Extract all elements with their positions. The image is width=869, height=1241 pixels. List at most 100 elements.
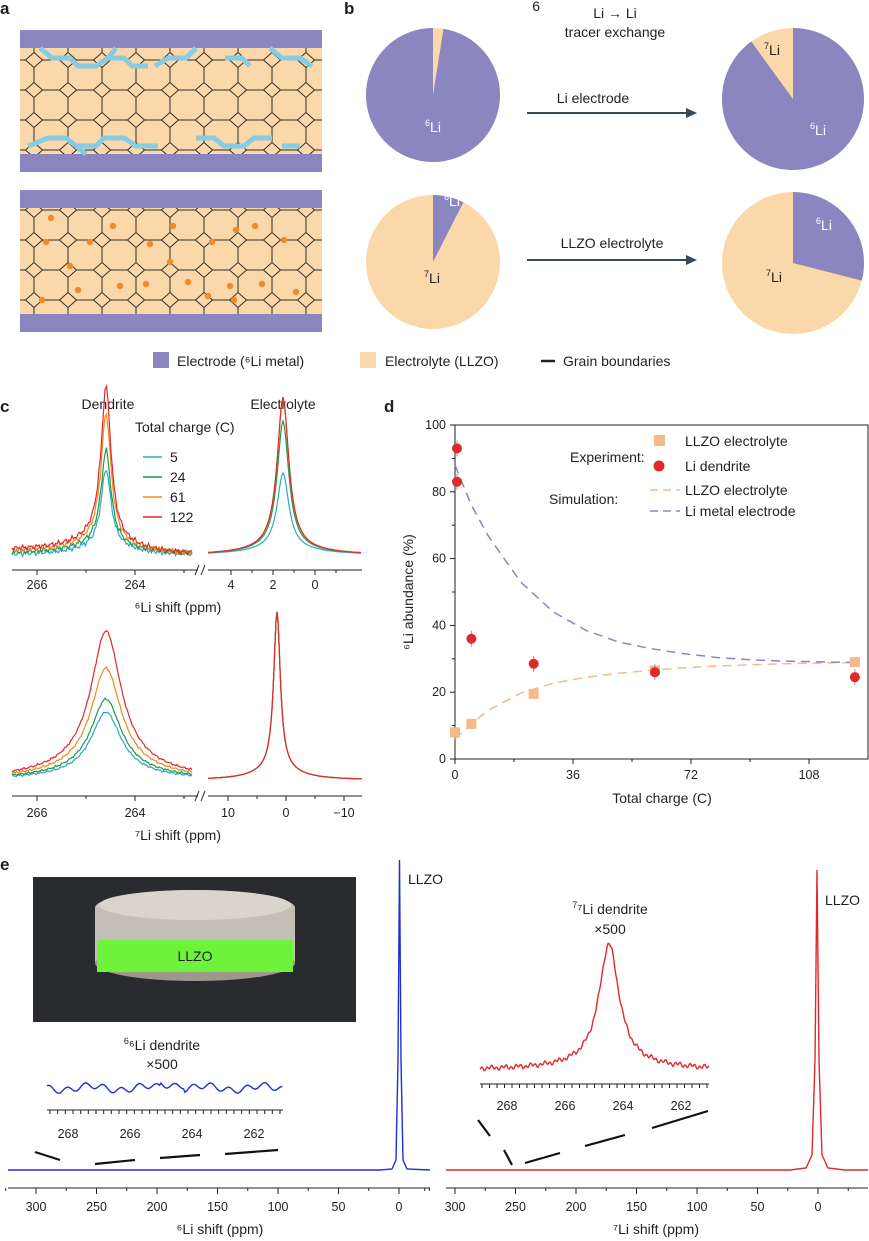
legend-electrode: Electrode (⁶Li metal) [177,353,304,369]
pie-electrode-before: 6Li [366,28,501,162]
arrow-top: Li electrode [527,90,697,118]
c-bottom-electrolyte-trace [208,611,363,780]
pie-label-li6: 6Li [810,121,826,138]
pie-slice-li6 [366,28,501,162]
c-bottom-tick: −10 [333,806,354,820]
arrow-bottom-label: LLZO electrolyte [561,235,664,251]
e-left-xtick-label: 0 [396,1200,403,1214]
d-ytick-label: 100 [425,418,446,432]
pie-slice-li6 [793,192,864,281]
charge-legend-label: 5 [170,449,178,465]
d-ytick-label: 60 [432,552,446,566]
nmr-spectra [11,384,363,780]
d-legend-item: Li dendrite [685,458,751,474]
schematic-dendrite [20,30,322,172]
pie-electrolyte-before: 6Li 7Li [366,192,500,329]
c-bottom-tick: 266 [27,806,48,820]
d-point-dendrite [452,476,462,487]
d-ylabel: ⁶Li abundance (%) [400,534,416,650]
e-right-xlabel: ⁷Li shift (ppm) [613,1221,699,1237]
total-charge-title: Total charge (C) [135,419,235,435]
c-bottom-tick: 264 [125,806,146,820]
photo-llzo-label: LLZO [177,948,212,964]
e-right-inset-factor: ×500 [594,921,626,937]
e-left-inset-tick: 266 [120,1127,141,1141]
d-xlabel: Total charge (C) [612,790,712,806]
d-point-llzo [466,718,477,729]
d-xtick-label: 108 [799,768,820,782]
pie-label-li7: 7Li [764,41,780,58]
c-bottom-dendrite-trace [11,630,193,773]
e-right-xtick-label: 250 [505,1200,526,1214]
e-left-xtick-label: 300 [26,1200,47,1214]
c-bottom-tick: 0 [283,806,290,820]
cell-photo: LLZO [33,877,356,1022]
e-left-xtick-label: 100 [268,1200,289,1214]
e-left-inset-tick: 262 [244,1127,265,1141]
panel-e-label: e [0,855,9,874]
e-right-xtick-label: 0 [815,1200,822,1214]
e-left-llzo: LLZO [408,871,443,887]
c-top-electrolyte-trace [207,471,361,554]
pie-slice-li6 [722,28,865,170]
c-bottom-dendrite-trace [11,697,193,777]
d-xtick-label: 36 [566,768,580,782]
e-right-xtick-label: 200 [566,1200,587,1214]
legend-row: Electrode (⁶Li metal) Electrolyte (LLZO)… [153,352,670,369]
d-sim-curve [454,464,855,664]
e-left-inset-title: 6⁶Li dendrite [124,1036,200,1053]
pie-charts: 6Li 6Li 7Li 6Li 7Li 6Li 7Li [366,28,865,334]
panel-d-label: d [384,397,394,416]
pie-slice-li6 [433,195,464,262]
pie-label-li7: 7Li [424,269,440,286]
c-bottom-dendrite-trace [11,711,193,778]
e-left-inset-factor: ×500 [146,1056,178,1072]
e-right-inset-trace [479,942,710,1072]
svg-text:6: 6 [532,0,540,14]
panel-c: c Dendrite Electrolyte Total charge (C) … [0,384,363,843]
c-top-dendrite-trace [11,447,193,556]
legend-grain-boundaries: Grain boundaries [563,353,670,369]
legend-electrolyte: Electrolyte (LLZO) [385,353,499,369]
panel-c-label: c [0,397,9,416]
d-plot-frame [454,424,869,760]
d-legend-item: Li metal electrode [685,503,796,519]
panel-b: b 6 Li → Li tracer exchange 6Li 6Li7Li6Li… [344,0,865,334]
c-top-dendrite-trace [11,469,193,559]
e-right-xtick-label: 300 [445,1200,466,1214]
d-point-dendrite [452,443,462,454]
c-top-dendrite-trace [11,412,193,557]
charge-legend: 5 24 61 122 [143,449,194,525]
d-point-dendrite [649,667,660,678]
d-legend-square-marker [654,435,665,446]
tracer-title-line1: Li → Li [593,5,637,21]
electrolyte-title: Electrolyte [250,396,316,412]
d-legend-circle-marker [653,460,665,472]
c-bottom-electrolyte-trace [208,611,363,780]
e-left-inset-tick: 264 [182,1127,203,1141]
pie-label-li7: 7Li [766,268,782,285]
e-right-spectrum: LLZO 7⁷Li dendrite ×500 268 266 264 262 … [424,869,868,1237]
pie-electrode-after: 6Li 7Li [722,28,865,170]
c-bottom-electrolyte-trace [208,611,363,780]
c-top-dendrite-trace [11,384,193,556]
schematic-electrolyte [20,190,322,332]
e-left-xlabel: ⁶Li shift (ppm) [177,1221,264,1237]
arrow-top-label: Li electrode [557,90,630,106]
charge-legend-label: 122 [170,509,194,525]
d-ytick-label: 0 [439,752,446,766]
c-top-electrolyte-trace [207,396,362,554]
e-left-inset-tick: 268 [58,1127,79,1141]
e-left-xtick-label: 200 [147,1200,168,1214]
d-legend-item: LLZO electrolyte [685,482,788,498]
e-left-spectrum: LLZO 6⁶Li dendrite ×500 268 266 264 262 … [5,859,443,1237]
d-legend-simulation: Simulation: [549,491,618,507]
e-right-xtick-label: 50 [751,1200,765,1214]
c-top-electrolyte-trace [207,418,362,554]
d-point-llzo [849,657,860,668]
panel-e: e LLZO LLZO 6⁶Li dendrite ×500 268 266 2… [0,855,868,1237]
d-axes: 0 36 72 108 0 20 40 60 80 100 [425,418,819,782]
c-bottom-tick: 10 [221,806,235,820]
c-bottom-xlabel: ⁷Li shift (ppm) [135,827,221,843]
